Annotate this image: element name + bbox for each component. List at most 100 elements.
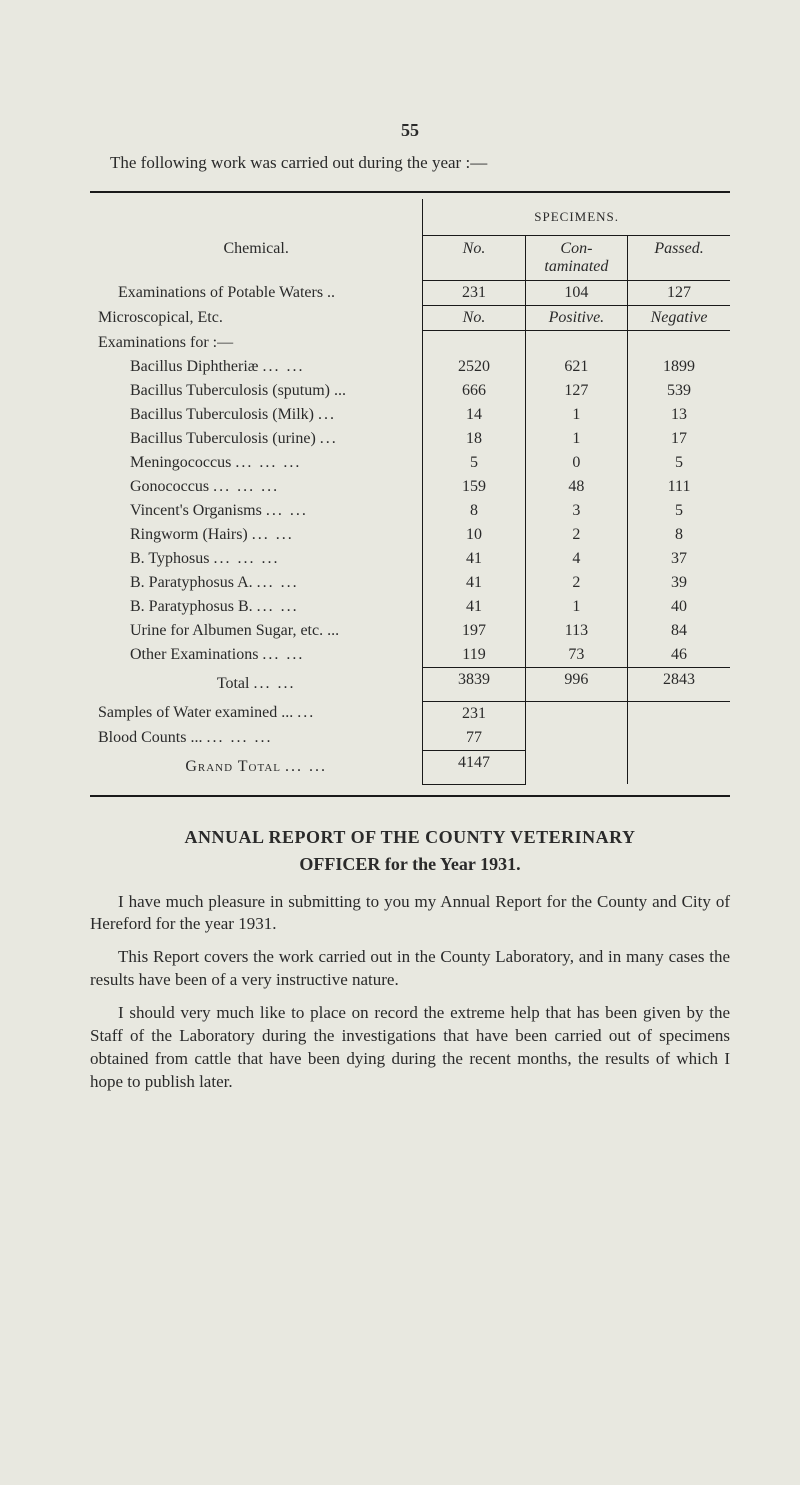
chemical-row-passed: 127 [628,281,730,306]
row-neg: 40 [628,595,730,619]
specimens-label: SPECIMENS. [423,199,730,236]
row-label: Bacillus Tuberculosis (urine) ... [90,427,423,451]
total-row: Total ... ... 3839 996 2843 [90,667,730,701]
total-neg: 2843 [628,667,730,701]
table-row: Bacillus Diphtheriæ ... ...25206211899 [90,355,730,379]
table-row: Bacillus Tuberculosis (sputum) ...666127… [90,379,730,403]
row-neg: 5 [628,451,730,475]
top-rule [90,191,730,193]
row-neg: 39 [628,571,730,595]
row-no: 197 [423,619,525,643]
row-neg: 37 [628,547,730,571]
row-pos: 113 [525,619,627,643]
row-neg: 539 [628,379,730,403]
row-label: Ringworm (Hairs) ... ... [90,523,423,547]
row-pos: 3 [525,499,627,523]
report-title: ANNUAL REPORT OF THE COUNTY VETERINARY [90,827,730,848]
total-pos: 996 [525,667,627,701]
table-row: Other Examinations ... ...1197346 [90,643,730,668]
row-no: 666 [423,379,525,403]
samples-no: 231 [423,701,525,726]
chemical-row-label: Examinations of Potable Waters .. [90,281,423,306]
page-number: 55 [90,120,730,141]
samples-label: Samples of Water examined ... ... [90,701,423,726]
paragraph-2: This Report covers the work carried out … [90,946,730,992]
row-pos: 1 [525,403,627,427]
table-row: Meningococcus ... ... ...505 [90,451,730,475]
row-label: B. Paratyphosus A. ... ... [90,571,423,595]
row-label: Bacillus Tuberculosis (sputum) ... [90,379,423,403]
row-no: 14 [423,403,525,427]
table-row: B. Typhosus ... ... ...41437 [90,547,730,571]
paragraph-1: I have much pleasure in submitting to yo… [90,891,730,937]
header-contaminated: Con- taminated [525,236,627,281]
row-neg: 13 [628,403,730,427]
blood-row: Blood Counts ... ... ... ... 77 [90,726,730,751]
micro-header-no: No. [423,306,525,331]
chemical-row-con: 104 [525,281,627,306]
row-no: 10 [423,523,525,547]
micro-header-pos: Positive. [525,306,627,331]
header-no: No. [423,236,525,281]
row-neg: 5 [628,499,730,523]
specimens-header-row: SPECIMENS. [90,199,730,236]
row-label: Urine for Albumen Sugar, etc. ... [90,619,423,643]
row-label: Meningococcus ... ... ... [90,451,423,475]
row-neg: 84 [628,619,730,643]
table-row: B. Paratyphosus B. ... ...41140 [90,595,730,619]
table-row: Bacillus Tuberculosis (urine) ...18117 [90,427,730,451]
data-table: SPECIMENS. Chemical. No. Con- taminated … [90,199,730,785]
row-neg: 46 [628,643,730,668]
row-pos: 1 [525,595,627,619]
row-pos: 1 [525,427,627,451]
exams-for-label: Examinations for :— [90,331,423,355]
micro-label: Microscopical, Etc. [90,306,423,331]
micro-header-neg: Negative [628,306,730,331]
chemical-row: Examinations of Potable Waters .. 231 10… [90,281,730,306]
row-label: Gonococcus ... ... ... [90,475,423,499]
row-pos: 0 [525,451,627,475]
row-no: 5 [423,451,525,475]
micro-header-row: Microscopical, Etc. No. Positive. Negati… [90,306,730,331]
intro-text: The following work was carried out durin… [90,153,730,173]
blood-no: 77 [423,726,525,751]
row-label: Other Examinations ... ... [90,643,423,668]
row-pos: 621 [525,355,627,379]
chemical-label: Chemical. [90,236,423,281]
row-neg: 1899 [628,355,730,379]
grand-total-label: Grand Total ... ... [90,750,423,784]
row-pos: 2 [525,523,627,547]
report-subtitle: OFFICER for the Year 1931. [90,854,730,875]
chemical-row-no: 231 [423,281,525,306]
row-label: B. Paratyphosus B. ... ... [90,595,423,619]
row-no: 41 [423,571,525,595]
header-passed: Passed. [628,236,730,281]
table-row: Urine for Albumen Sugar, etc. ...1971138… [90,619,730,643]
table-row: Gonococcus ... ... ...15948111 [90,475,730,499]
grand-total-no: 4147 [423,750,525,784]
paragraph-3: I should very much like to place on reco… [90,1002,730,1094]
blood-label: Blood Counts ... ... ... ... [90,726,423,751]
row-neg: 111 [628,475,730,499]
row-no: 2520 [423,355,525,379]
row-no: 119 [423,643,525,668]
row-pos: 73 [525,643,627,668]
row-neg: 8 [628,523,730,547]
table-row: Ringworm (Hairs) ... ...1028 [90,523,730,547]
row-no: 41 [423,547,525,571]
total-no: 3839 [423,667,525,701]
row-no: 18 [423,427,525,451]
row-pos: 48 [525,475,627,499]
row-label: B. Typhosus ... ... ... [90,547,423,571]
row-label: Vincent's Organisms ... ... [90,499,423,523]
chem-header-row: Chemical. No. Con- taminated Passed. [90,236,730,281]
row-label: Bacillus Tuberculosis (Milk) ... [90,403,423,427]
total-label: Total ... ... [90,667,423,701]
exams-for-row: Examinations for :— [90,331,730,355]
bottom-rule [90,795,730,797]
row-pos: 2 [525,571,627,595]
row-no: 41 [423,595,525,619]
grand-total-row: Grand Total ... ... 4147 [90,750,730,784]
samples-row: Samples of Water examined ... ... 231 [90,701,730,726]
row-neg: 17 [628,427,730,451]
